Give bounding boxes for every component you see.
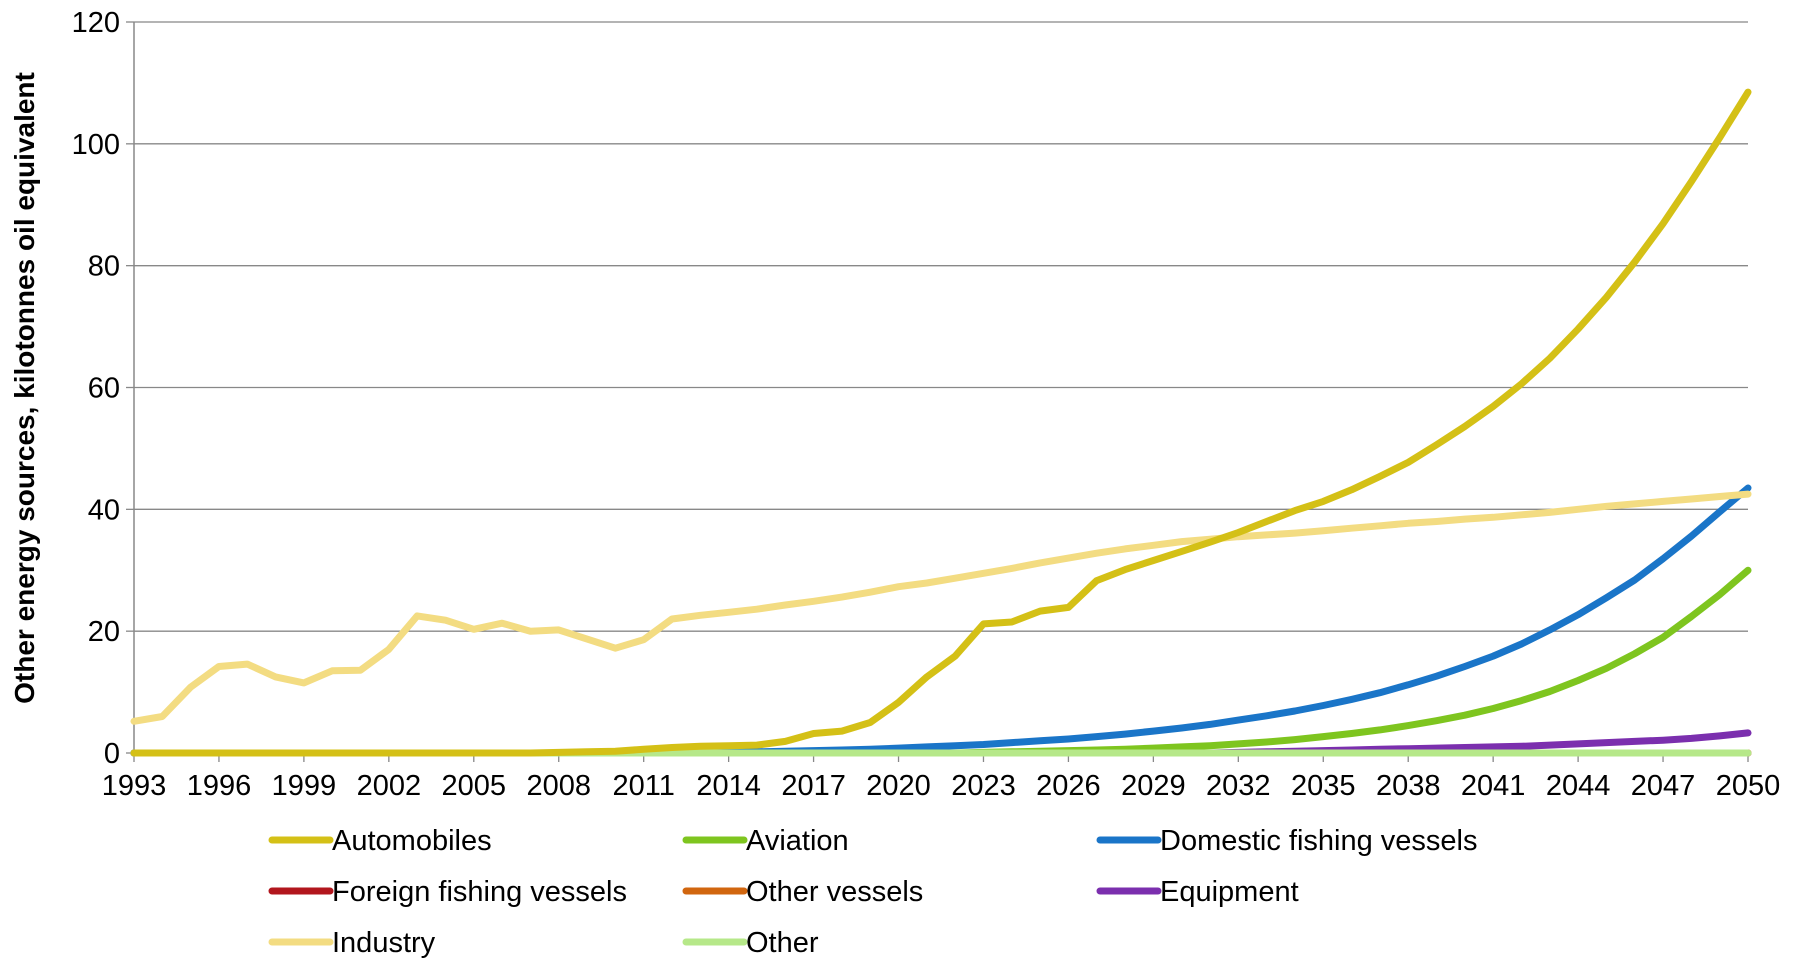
y-tick-label: 20 (88, 616, 120, 648)
legend-label: Aviation (746, 825, 849, 857)
series-line-automobiles (130, 88, 1752, 757)
series-lines (130, 88, 1752, 757)
x-tick-label: 1996 (187, 770, 252, 802)
series-line-industry (130, 490, 1752, 725)
x-tick-label: 2017 (781, 770, 846, 802)
x-tick-label: 2050 (1716, 770, 1781, 802)
x-tick-label: 2035 (1291, 770, 1356, 802)
legend-item-aviation: Aviation (682, 825, 849, 857)
x-tick-label: 2041 (1461, 770, 1526, 802)
legend-label: Industry (332, 927, 436, 959)
x-tick-label: 1999 (272, 770, 337, 802)
legend-label: Domestic fishing vessels (1160, 825, 1478, 857)
legend-item-foreign-fishing-vessels: Foreign fishing vessels (268, 876, 627, 908)
x-tick-label: 2044 (1546, 770, 1611, 802)
x-tick-labels: 1993 1996 1999 2002 2005 2008 2011 2014 2017 2020… (102, 770, 1781, 802)
x-tick-label: 2020 (866, 770, 931, 802)
x-tick-label: 2008 (526, 770, 591, 802)
x-tick-label: 2026 (1036, 770, 1101, 802)
legend-label: Other vessels (746, 876, 923, 908)
legend-item-other: Other (682, 927, 819, 959)
legend-item-industry: Industry (268, 927, 436, 959)
y-tick-label: 120 (72, 7, 120, 39)
gridlines (134, 21, 1748, 632)
y-tick-label: 80 (88, 251, 120, 283)
y-tick-label: 40 (88, 494, 120, 526)
y-axis-title: Other energy sources, kilotonnes oil equ… (9, 72, 40, 704)
x-tick-label: 2014 (696, 770, 761, 802)
legend-item-automobiles: Automobiles (268, 825, 492, 857)
y-tick-labels: 0 20 40 60 80 100 120 (72, 7, 120, 770)
series-line-domestic-fishing-vessels (130, 484, 1752, 757)
legend-label: Equipment (1160, 876, 1299, 908)
x-tick-label: 2047 (1631, 770, 1696, 802)
legend-label: Foreign fishing vessels (332, 876, 627, 908)
y-tick-label: 0 (104, 738, 120, 770)
x-tick-label: 1993 (102, 770, 167, 802)
x-tick-label: 2029 (1121, 770, 1186, 802)
legend-item-domestic-fishing-vessels: Domestic fishing vessels (1096, 825, 1478, 857)
x-tick-label: 2005 (442, 770, 507, 802)
x-tick-label: 2011 (612, 770, 674, 802)
x-tick-label: 2032 (1206, 770, 1271, 802)
y-tick-label: 100 (72, 129, 120, 161)
y-tick-label: 60 (88, 373, 120, 405)
legend: Automobiles Aviation Domestic fishing vess… (268, 825, 1478, 959)
legend-label: Other (746, 927, 819, 959)
legend-item-equipment: Equipment (1096, 876, 1299, 908)
x-tick-label: 2002 (357, 770, 422, 802)
legend-label: Automobiles (332, 825, 492, 857)
x-tick-label: 2023 (951, 770, 1016, 802)
legend-item-other-vessels: Other vessels (682, 876, 923, 908)
x-tick-label: 2038 (1376, 770, 1441, 802)
